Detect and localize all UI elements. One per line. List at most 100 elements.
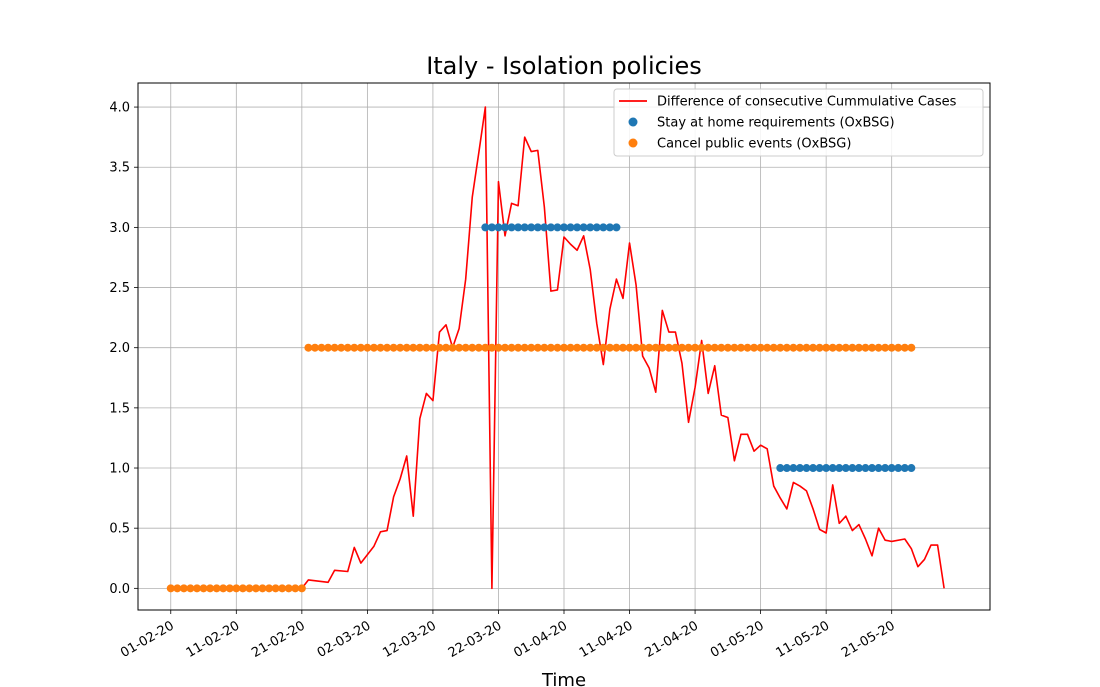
- x-tick-label: 11-02-20: [184, 618, 243, 660]
- x-tick-label: 01-05-20: [708, 618, 767, 660]
- scatter-point: [822, 464, 831, 473]
- scatter-point: [507, 343, 516, 352]
- scatter-point: [907, 343, 916, 352]
- scatter-point: [422, 343, 431, 352]
- scatter-point: [730, 343, 739, 352]
- scatter-point: [533, 343, 542, 352]
- scatter-point: [809, 464, 818, 473]
- x-tick-label: 11-05-20: [774, 618, 833, 660]
- y-axis: 0.0 0.5 1.0 1.5 2.0 2.5 3.0 3.5 4.0: [109, 101, 138, 597]
- scatter-point: [212, 584, 221, 593]
- scatter-point: [291, 584, 300, 593]
- scatter-point: [501, 223, 510, 232]
- scatter-point: [330, 343, 339, 352]
- scatter-point: [691, 343, 700, 352]
- scatter-point: [317, 343, 326, 352]
- scatter-point: [396, 343, 405, 352]
- scatter-point: [782, 343, 791, 352]
- scatter-point: [225, 584, 234, 593]
- scatter-point: [874, 464, 883, 473]
- scatter-point: [435, 343, 444, 352]
- scatter-point: [841, 343, 850, 352]
- scatter-point: [874, 343, 883, 352]
- scatter-point: [802, 464, 811, 473]
- scatter-point: [579, 223, 588, 232]
- scatter-point: [461, 343, 470, 352]
- legend-label: Cancel public events (OxBSG): [657, 137, 851, 152]
- scatter-point: [487, 223, 496, 232]
- scatter-point: [409, 343, 418, 352]
- scatter-point: [376, 343, 385, 352]
- scatter-point: [514, 223, 523, 232]
- scatter-point: [442, 343, 451, 352]
- scatter-point: [612, 343, 621, 352]
- scatter-point: [566, 343, 575, 352]
- scatter-point: [861, 464, 870, 473]
- scatter-point: [841, 464, 850, 473]
- legend-label: Difference of consecutive Cummulative Ca…: [657, 95, 957, 110]
- scatter-point: [599, 343, 608, 352]
- scatter-point: [271, 584, 280, 593]
- y-tick-label: 3.0: [109, 221, 130, 236]
- scatter-point: [304, 343, 313, 352]
- scatter-point: [881, 343, 890, 352]
- scatter-point: [343, 343, 352, 352]
- scatter-point: [540, 223, 549, 232]
- scatter-point: [245, 584, 254, 593]
- scatter-point: [474, 343, 483, 352]
- scatter-point: [546, 343, 555, 352]
- scatter-point: [809, 343, 818, 352]
- scatter-point: [789, 343, 798, 352]
- scatter-point: [487, 343, 496, 352]
- scatter-point: [618, 343, 627, 352]
- scatter-point: [599, 223, 608, 232]
- scatter-point: [324, 343, 333, 352]
- y-tick-label: 1.0: [109, 462, 130, 477]
- scatter-point: [894, 464, 903, 473]
- scatter-point: [553, 343, 562, 352]
- scatter-point: [586, 223, 595, 232]
- scatter-point: [822, 343, 831, 352]
- legend-swatch-marker: [628, 117, 638, 127]
- legend-swatch-marker: [628, 138, 638, 148]
- x-tick-label: 21-02-20: [249, 618, 308, 660]
- scatter-point: [258, 584, 267, 593]
- scatter-point: [828, 464, 837, 473]
- x-tick-label: 22-03-20: [446, 618, 505, 660]
- scatter-point: [835, 464, 844, 473]
- x-tick-label: 01-04-20: [511, 618, 570, 660]
- scatter-point: [533, 223, 542, 232]
- x-tick-label: 21-04-20: [642, 618, 701, 660]
- scatter-point: [763, 343, 772, 352]
- series-layer: [166, 106, 945, 593]
- scatter-point: [907, 464, 916, 473]
- scatter-point: [560, 223, 568, 232]
- scatter-point: [795, 343, 804, 352]
- scatter-point: [383, 343, 392, 352]
- scatter-point: [520, 343, 529, 352]
- chart-title: Italy - Isolation policies: [426, 52, 702, 80]
- scatter-point: [219, 584, 228, 593]
- scatter-point: [645, 343, 654, 352]
- scatter-point: [868, 464, 877, 473]
- scatter-point: [494, 223, 503, 232]
- scatter-point: [704, 343, 713, 352]
- scatter-point: [278, 584, 287, 593]
- scatter-point: [297, 584, 306, 593]
- scatter-point: [251, 584, 260, 593]
- scatter-point: [265, 584, 274, 593]
- scatter-point: [664, 343, 673, 352]
- scatter-point: [455, 343, 464, 352]
- scatter-point: [632, 343, 641, 352]
- scatter-point: [848, 343, 857, 352]
- scatter-point: [828, 343, 837, 352]
- x-axis-label: Time: [541, 670, 586, 687]
- scatter-point: [350, 343, 359, 352]
- scatter-point: [232, 584, 241, 593]
- scatter-point: [428, 343, 437, 352]
- scatter-point: [527, 343, 536, 352]
- scatter-point: [560, 343, 568, 352]
- scatter-point: [173, 584, 182, 593]
- scatter-point: [546, 223, 555, 232]
- scatter-point: [481, 223, 490, 232]
